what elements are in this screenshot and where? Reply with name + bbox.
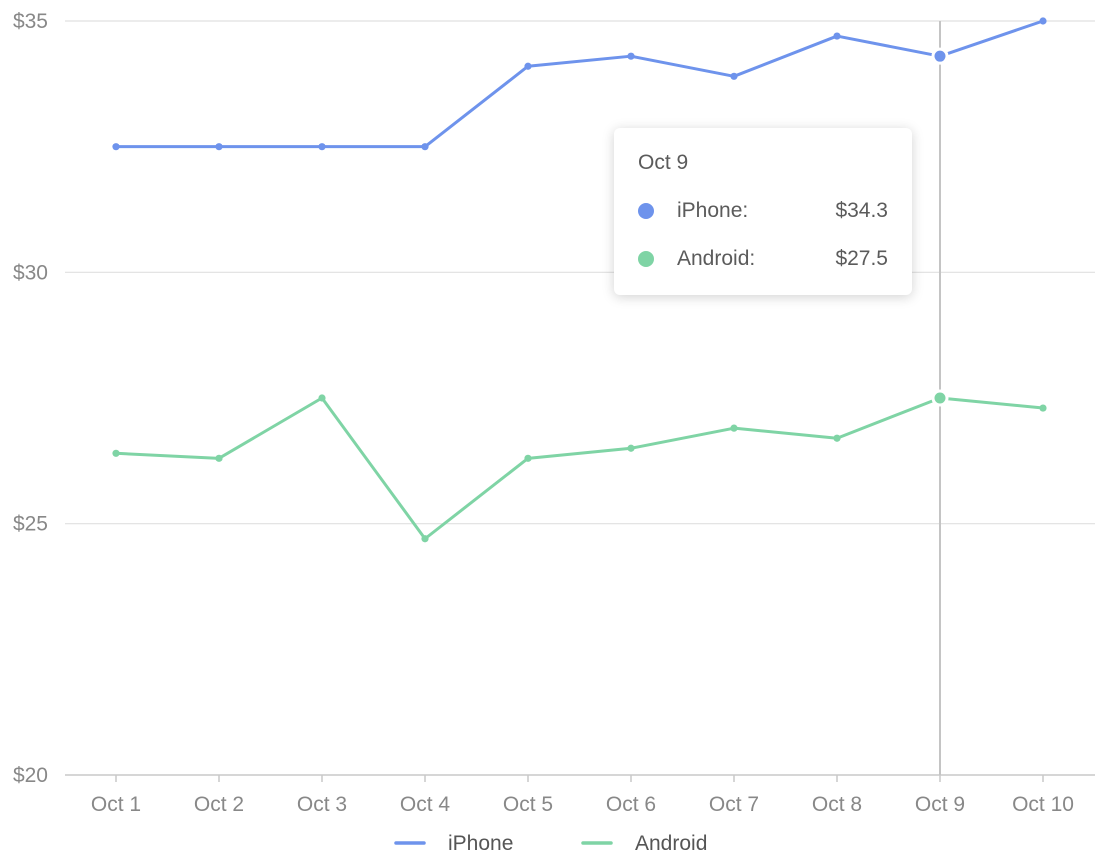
tooltip: Oct 9 iPhone: $34.3 Android: $27.5	[614, 128, 912, 295]
tooltip-iphone-dot-icon	[638, 203, 654, 219]
tooltip-android-label: Android:	[677, 247, 756, 270]
x-tick-label: Oct 8	[812, 793, 862, 816]
tooltip-android-dot-icon	[638, 251, 654, 267]
data-point-iphone	[730, 72, 738, 80]
data-point-android	[318, 394, 326, 402]
tooltip-iphone-value: $34.3	[835, 199, 888, 222]
series-line-android	[114, 396, 1045, 541]
y-tick-label: $30	[13, 261, 48, 284]
legend-item-iphone[interactable]: iPhone	[394, 832, 513, 855]
tooltip-row-android: Android: $27.5	[638, 246, 888, 272]
legend-item-android[interactable]: Android	[581, 832, 707, 855]
y-tick-label: $35	[13, 10, 48, 33]
legend[interactable]: iPhone Android	[394, 832, 707, 855]
x-tick-label: Oct 7	[709, 793, 759, 816]
x-tick-label: Oct 1	[91, 793, 141, 816]
data-point-android	[730, 424, 738, 432]
data-point-iphone	[833, 32, 841, 40]
tooltip-title: Oct 9	[638, 151, 689, 174]
data-point-android	[931, 389, 949, 407]
y-tick-label: $25	[13, 513, 48, 536]
data-point-android	[627, 444, 635, 452]
data-point-android	[112, 449, 120, 457]
data-point-iphone	[524, 62, 532, 70]
tooltip-android-value: $27.5	[835, 247, 888, 270]
legend-iphone-label: iPhone	[448, 832, 513, 855]
data-point-android	[833, 434, 841, 442]
x-tick-label: Oct 2	[194, 793, 244, 816]
data-point-iphone	[318, 143, 326, 151]
tooltip-iphone-label: iPhone:	[677, 199, 749, 222]
x-tick-label: Oct 9	[915, 793, 965, 816]
x-tick-label: Oct 5	[503, 793, 553, 816]
axis-layer: $20 $25 $30 $35 Oct 1 Oct 2 Oct 3 Oct 4 Oct 5 Oct…	[13, 10, 1074, 816]
x-tick-label: Oct 3	[297, 793, 347, 816]
legend-android-label: Android	[635, 832, 707, 855]
tooltip-row-iphone: iPhone: $34.3	[638, 198, 888, 224]
x-tick-label: Oct 10	[1012, 793, 1074, 816]
data-point-android	[1039, 404, 1047, 412]
data-point-iphone	[1039, 17, 1047, 25]
x-tick-label: Oct 6	[606, 793, 656, 816]
data-point-android	[524, 454, 532, 462]
data-point-iphone	[931, 47, 949, 65]
data-point-iphone	[627, 52, 635, 60]
data-point-android	[421, 535, 429, 543]
data-point-iphone	[215, 143, 223, 151]
data-point-android	[215, 454, 223, 462]
data-point-iphone	[112, 143, 120, 151]
y-tick-label: $20	[13, 764, 48, 787]
series-line-iphone	[114, 19, 1045, 149]
x-tick-label: Oct 4	[400, 793, 451, 816]
series-layer	[112, 17, 1047, 543]
grid-layer	[65, 20, 1095, 776]
data-point-iphone	[421, 143, 429, 151]
